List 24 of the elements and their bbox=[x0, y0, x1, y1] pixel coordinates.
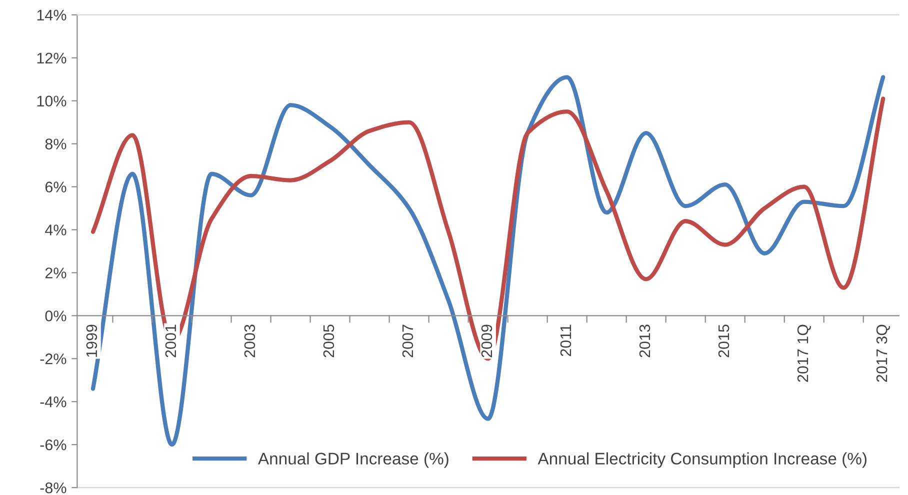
x-tick-label: 2003 bbox=[244, 324, 256, 358]
x-tick-label: 2005 bbox=[323, 324, 334, 358]
x-tick-label: 2007 bbox=[402, 324, 414, 358]
y-tick-label: 4% bbox=[45, 224, 66, 236]
y-tick-label: -4% bbox=[40, 396, 66, 408]
y-tick-label: -2% bbox=[40, 354, 66, 364]
legend-label: Annual GDP Increase (%) bbox=[258, 452, 448, 468]
x-tick-label: 2017 1Q bbox=[797, 324, 811, 382]
y-tick-label: -6% bbox=[40, 439, 66, 450]
x-tick-label: 2011 bbox=[560, 324, 572, 356]
y-tick-label: 10% bbox=[37, 96, 66, 106]
y-tick-label: 14% bbox=[37, 10, 66, 20]
y-tick-label: 0% bbox=[45, 310, 66, 322]
y-tick-label: 12% bbox=[37, 52, 66, 64]
y-tick-label: 8% bbox=[45, 138, 66, 150]
y-tick-label: 6% bbox=[45, 182, 66, 192]
x-tick-label: 1999 bbox=[86, 324, 98, 357]
y-tick-label: 2% bbox=[45, 268, 66, 278]
y-tick-label: -8% bbox=[40, 482, 66, 494]
x-tick-label: 2015 bbox=[718, 324, 730, 358]
x-tick-label: 2013 bbox=[639, 324, 650, 358]
x-tick-label: 2009 bbox=[481, 324, 492, 358]
x-tick-label: 2017 3Q bbox=[876, 324, 890, 382]
legend-label: Annual Electricity Consumption Increase (%) bbox=[538, 452, 866, 468]
